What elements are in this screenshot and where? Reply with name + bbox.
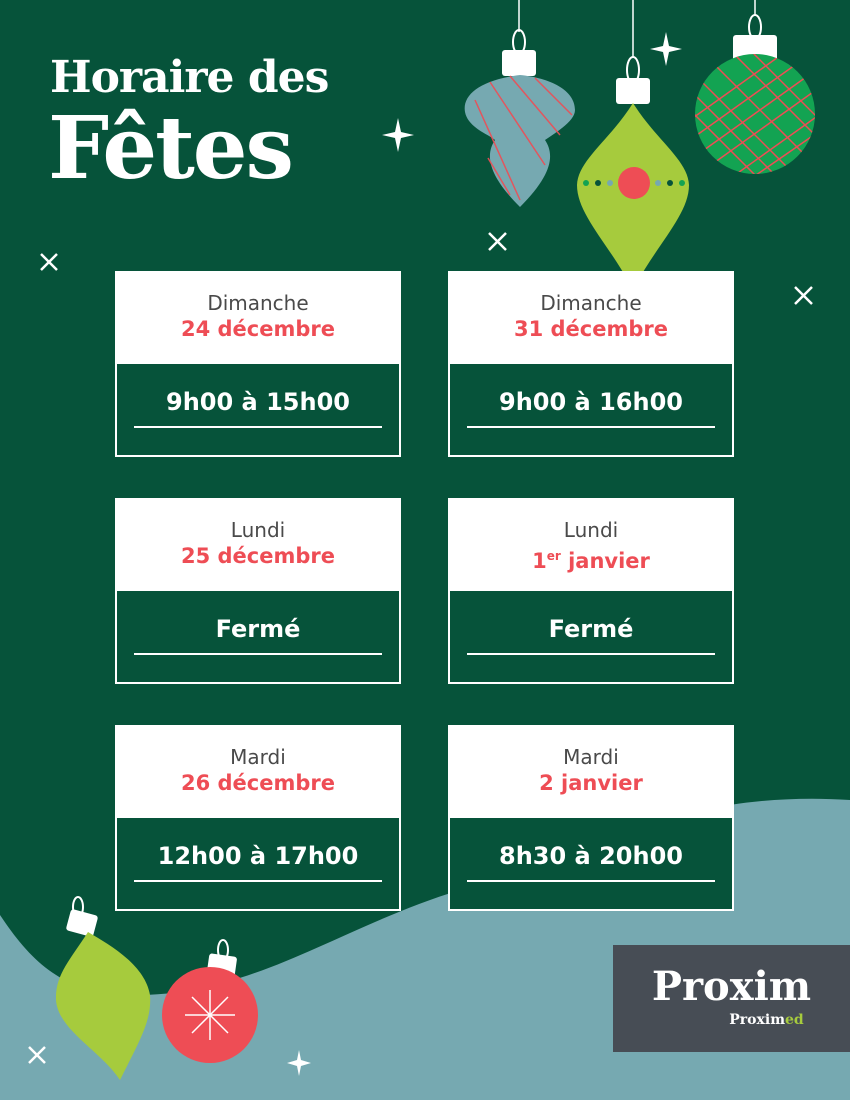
ornament-red-bottom bbox=[162, 939, 258, 1063]
card-date: 26 décembre bbox=[180, 771, 335, 795]
title-line-2: Fêtes bbox=[48, 98, 294, 199]
card-hours: 12h00 à 17h00 bbox=[157, 842, 359, 870]
card-day: Mardi bbox=[230, 745, 286, 769]
card-hours: 9h00 à 15h00 bbox=[166, 388, 350, 416]
card-date: 24 décembre bbox=[180, 317, 335, 341]
sparkles bbox=[287, 32, 682, 1076]
schedule-card: Dimanche 24 décembre 9h00 à 15h00 bbox=[115, 271, 401, 457]
title-line-1: Horaire des bbox=[50, 52, 329, 103]
card-hours: 9h00 à 16h00 bbox=[499, 388, 683, 416]
card-day: Dimanche bbox=[540, 291, 642, 315]
card-hours: Fermé bbox=[215, 615, 301, 643]
schedule-card: Lundi 1er janvier Fermé bbox=[448, 498, 734, 684]
card-hours: 8h30 à 20h00 bbox=[499, 842, 683, 870]
logo-brand: Proxim bbox=[651, 963, 812, 1010]
ornament-lime-bottom bbox=[55, 896, 151, 1080]
card-hours: Fermé bbox=[548, 615, 634, 643]
card-date: 2 janvier bbox=[539, 771, 643, 795]
schedule-card: Mardi 2 janvier 8h30 à 20h00 bbox=[448, 725, 734, 911]
card-date: 25 décembre bbox=[180, 544, 335, 568]
card-day: Mardi bbox=[563, 745, 619, 769]
card-day: Dimanche bbox=[207, 291, 309, 315]
proxim-logo: Proxim Proximed bbox=[613, 945, 850, 1052]
schedule-card: Mardi 26 décembre 12h00 à 17h00 bbox=[115, 725, 401, 911]
card-date: 31 décembre bbox=[513, 317, 668, 341]
card-day: Lundi bbox=[230, 518, 286, 542]
card-date: 1er janvier bbox=[532, 549, 650, 573]
ornament-green-lattice bbox=[695, 14, 815, 174]
crosses bbox=[28, 232, 813, 1064]
schedule-card: Lundi 25 décembre Fermé bbox=[115, 498, 401, 684]
card-day: Lundi bbox=[563, 518, 619, 542]
ornament-lime-drop bbox=[577, 56, 689, 290]
schedule-card: Dimanche 31 décembre 9h00 à 16h00 bbox=[448, 271, 734, 457]
ornament-teal-striped bbox=[464, 29, 575, 207]
logo-sub: Proximed bbox=[729, 1012, 804, 1028]
